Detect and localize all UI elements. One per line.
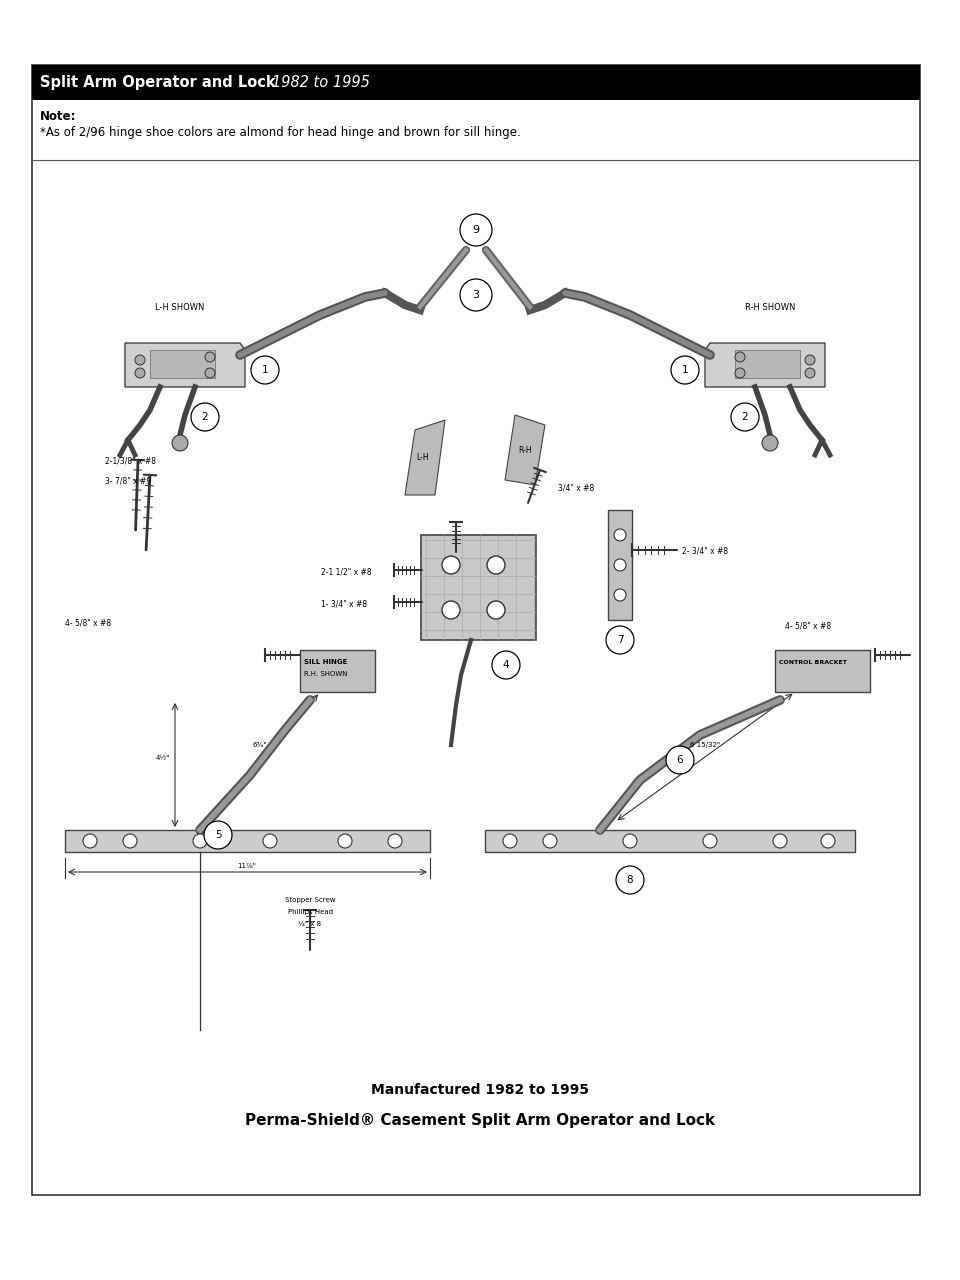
Circle shape: [614, 529, 626, 541]
Circle shape: [614, 589, 626, 602]
Circle shape: [251, 356, 279, 384]
Circle shape: [503, 835, 517, 849]
Circle shape: [83, 835, 97, 849]
Text: 8: 8: [627, 876, 634, 884]
Text: R-H: R-H: [518, 445, 532, 454]
Circle shape: [773, 835, 787, 849]
Circle shape: [735, 352, 745, 362]
Text: R.H. SHOWN: R.H. SHOWN: [304, 671, 348, 677]
Bar: [735, 349, 800, 378]
Text: 6⅝": 6⅝": [252, 742, 267, 748]
Circle shape: [623, 835, 637, 849]
Circle shape: [135, 355, 145, 365]
Bar: [32, 65, 920, 1196]
Circle shape: [487, 602, 505, 620]
Text: R-H SHOWN: R-H SHOWN: [745, 303, 795, 312]
Circle shape: [606, 626, 634, 654]
Circle shape: [543, 835, 557, 849]
Circle shape: [735, 369, 745, 378]
Circle shape: [666, 746, 694, 774]
Circle shape: [460, 214, 492, 246]
Text: 7: 7: [616, 635, 623, 645]
Polygon shape: [405, 420, 445, 495]
Text: 4: 4: [503, 660, 510, 669]
Circle shape: [731, 403, 759, 431]
Text: 3- 7/8" x #9: 3- 7/8" x #9: [105, 476, 152, 485]
Circle shape: [191, 403, 219, 431]
Circle shape: [442, 602, 460, 620]
Text: 3/4" x #8: 3/4" x #8: [558, 483, 594, 492]
Circle shape: [671, 356, 699, 384]
Circle shape: [172, 435, 188, 451]
Text: ¼" x 8: ¼" x 8: [299, 922, 322, 927]
Text: Stopper Screw: Stopper Screw: [285, 897, 335, 902]
Text: 4½": 4½": [156, 755, 170, 762]
Text: 2: 2: [202, 412, 208, 422]
Text: Split Arm Operator and Lock: Split Arm Operator and Lock: [40, 76, 276, 90]
Circle shape: [614, 559, 626, 571]
Text: Phillips Head: Phillips Head: [287, 909, 332, 915]
Circle shape: [204, 820, 232, 849]
Text: 2- 3/4" x #8: 2- 3/4" x #8: [682, 547, 728, 556]
Text: L-H: L-H: [417, 453, 429, 462]
Text: L-H SHOWN: L-H SHOWN: [156, 303, 204, 312]
Circle shape: [487, 556, 505, 573]
Circle shape: [460, 279, 492, 311]
Circle shape: [805, 355, 815, 365]
Bar: [421, 535, 536, 640]
Text: 2-1/3/8" x #8: 2-1/3/8" x #8: [105, 456, 156, 465]
Circle shape: [205, 369, 215, 378]
Text: 5: 5: [215, 829, 222, 840]
Text: 2-1 1/2" x #8: 2-1 1/2" x #8: [321, 567, 372, 576]
Bar: [150, 349, 215, 378]
Circle shape: [205, 352, 215, 362]
Text: Note:: Note:: [40, 110, 77, 123]
Circle shape: [762, 435, 778, 451]
Circle shape: [263, 835, 277, 849]
Polygon shape: [125, 343, 245, 387]
Bar: [485, 829, 855, 852]
Circle shape: [821, 835, 835, 849]
Circle shape: [703, 835, 717, 849]
Circle shape: [123, 835, 137, 849]
Circle shape: [442, 556, 460, 573]
Text: Perma-Shield® Casement Split Arm Operator and Lock: Perma-Shield® Casement Split Arm Operato…: [245, 1112, 715, 1128]
Text: 4- 5/8" x #8: 4- 5/8" x #8: [785, 621, 831, 630]
Text: SILL HINGE: SILL HINGE: [304, 659, 348, 666]
Circle shape: [388, 835, 402, 849]
Polygon shape: [705, 343, 825, 387]
Text: 6 15/32": 6 15/32": [690, 742, 720, 748]
Circle shape: [805, 369, 815, 378]
Circle shape: [616, 867, 644, 893]
Text: 1: 1: [682, 365, 688, 375]
Bar: [65, 829, 430, 852]
Bar: [300, 650, 375, 692]
Text: 6: 6: [677, 755, 684, 765]
Circle shape: [338, 835, 352, 849]
Text: CONTROL BRACKET: CONTROL BRACKET: [779, 660, 847, 666]
Circle shape: [193, 835, 207, 849]
Text: 2: 2: [742, 412, 748, 422]
Text: 1982 to 1995: 1982 to 1995: [258, 76, 370, 90]
Text: 3: 3: [472, 291, 479, 300]
Circle shape: [135, 369, 145, 378]
Text: Manufactured 1982 to 1995: Manufactured 1982 to 1995: [371, 1083, 589, 1097]
Text: *As of 2/96 hinge shoe colors are almond for head hinge and brown for sill hinge: *As of 2/96 hinge shoe colors are almond…: [40, 125, 520, 140]
Text: 4- 5/8" x #8: 4- 5/8" x #8: [65, 618, 111, 627]
Polygon shape: [505, 415, 545, 485]
Text: 11⅞": 11⅞": [237, 863, 256, 869]
Bar: [608, 509, 632, 620]
Bar: [775, 650, 870, 692]
Bar: [32, 65, 920, 100]
Text: 1: 1: [262, 365, 268, 375]
Text: 9: 9: [472, 225, 480, 236]
Circle shape: [492, 652, 520, 678]
Text: 1- 3/4" x #8: 1- 3/4" x #8: [321, 599, 367, 608]
